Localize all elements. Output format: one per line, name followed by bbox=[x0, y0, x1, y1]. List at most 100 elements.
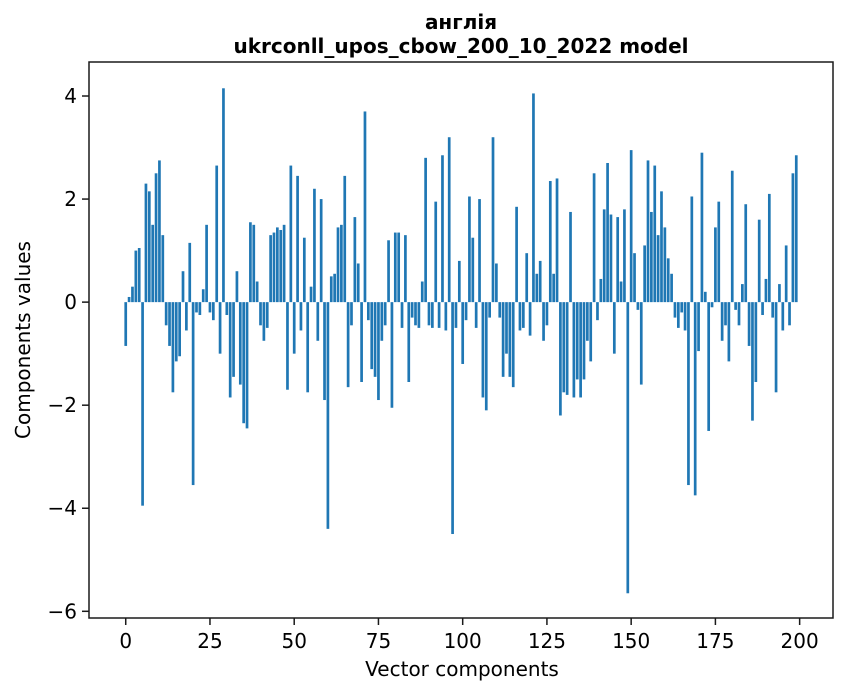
bar bbox=[643, 245, 646, 303]
bar bbox=[276, 227, 279, 303]
bar bbox=[340, 224, 343, 303]
bar bbox=[714, 227, 717, 303]
bar bbox=[481, 302, 485, 398]
bar bbox=[282, 224, 286, 303]
bar bbox=[791, 173, 795, 303]
bar bbox=[636, 302, 640, 310]
bar bbox=[444, 302, 448, 331]
bar bbox=[771, 302, 775, 318]
bar bbox=[215, 165, 219, 303]
bar bbox=[333, 273, 336, 303]
bar bbox=[124, 302, 128, 346]
bar bbox=[306, 302, 310, 393]
bar bbox=[727, 302, 731, 362]
bar bbox=[606, 163, 609, 303]
bar bbox=[245, 302, 249, 429]
bar bbox=[464, 302, 468, 321]
bar bbox=[198, 302, 202, 316]
bar bbox=[626, 302, 630, 594]
bar bbox=[195, 302, 198, 313]
bar bbox=[778, 284, 781, 303]
bar bbox=[343, 175, 347, 303]
bar bbox=[505, 302, 508, 354]
bar bbox=[255, 281, 259, 303]
bar bbox=[673, 302, 677, 318]
bar bbox=[329, 276, 333, 303]
bar bbox=[660, 191, 663, 303]
bar bbox=[612, 302, 616, 354]
bar bbox=[609, 214, 613, 303]
bar bbox=[272, 232, 276, 303]
bar bbox=[326, 302, 330, 529]
bar bbox=[211, 302, 215, 321]
bar bbox=[144, 183, 148, 303]
bar bbox=[548, 181, 552, 303]
bar bbox=[127, 296, 131, 303]
bar bbox=[676, 302, 680, 328]
bar bbox=[555, 178, 559, 303]
bar bbox=[296, 175, 299, 303]
bar bbox=[366, 302, 370, 321]
bar bbox=[299, 302, 303, 331]
bar bbox=[437, 302, 441, 328]
bar bbox=[457, 260, 461, 303]
bar bbox=[744, 204, 748, 303]
bar bbox=[478, 199, 481, 303]
bar bbox=[441, 155, 444, 303]
bar bbox=[134, 250, 138, 303]
bar bbox=[592, 173, 596, 303]
bar bbox=[589, 302, 593, 362]
bar bbox=[397, 232, 401, 303]
x-tick-label: 175 bbox=[696, 629, 734, 653]
bar bbox=[535, 273, 539, 303]
bar bbox=[508, 302, 512, 377]
bar bbox=[666, 258, 670, 303]
bar bbox=[353, 217, 357, 303]
bar bbox=[390, 302, 394, 408]
bar bbox=[414, 302, 417, 326]
bar bbox=[710, 302, 714, 308]
bar bbox=[222, 88, 225, 303]
bar bbox=[279, 229, 283, 303]
bar bbox=[242, 302, 246, 424]
x-tick-label: 125 bbox=[528, 629, 566, 653]
bar bbox=[639, 302, 643, 385]
bar bbox=[633, 253, 636, 303]
bar bbox=[302, 237, 306, 303]
bar bbox=[781, 302, 785, 331]
bar bbox=[292, 302, 296, 354]
x-tick-label: 25 bbox=[197, 629, 222, 653]
bar bbox=[542, 302, 545, 341]
bar bbox=[747, 302, 751, 346]
bar bbox=[410, 302, 414, 318]
bar bbox=[404, 235, 407, 303]
bar bbox=[730, 170, 734, 303]
bar bbox=[360, 302, 363, 382]
bar bbox=[545, 302, 549, 326]
bar bbox=[447, 137, 451, 303]
axes-spines bbox=[88, 61, 834, 619]
y-tick-label: 4 bbox=[64, 84, 77, 108]
bar bbox=[528, 302, 532, 336]
bar bbox=[454, 302, 458, 328]
ticks-group: 0 25 50 75 100 125 150 175 200 4 2 0 −2 −4 −6 bbox=[48, 84, 819, 653]
bar bbox=[370, 302, 374, 370]
bar bbox=[757, 219, 761, 303]
bar bbox=[579, 302, 582, 398]
bar bbox=[737, 302, 741, 326]
bar bbox=[794, 155, 798, 303]
bar bbox=[228, 302, 232, 398]
bar bbox=[451, 302, 454, 535]
bar bbox=[751, 302, 754, 421]
bar bbox=[373, 302, 377, 377]
bar bbox=[767, 193, 771, 303]
y-axis-label: Components values bbox=[11, 241, 35, 439]
bar bbox=[286, 302, 289, 390]
bar bbox=[690, 196, 694, 303]
bar bbox=[559, 302, 562, 416]
bar bbox=[525, 253, 529, 303]
bar bbox=[363, 111, 367, 303]
bar bbox=[572, 302, 576, 398]
bar bbox=[565, 302, 569, 395]
